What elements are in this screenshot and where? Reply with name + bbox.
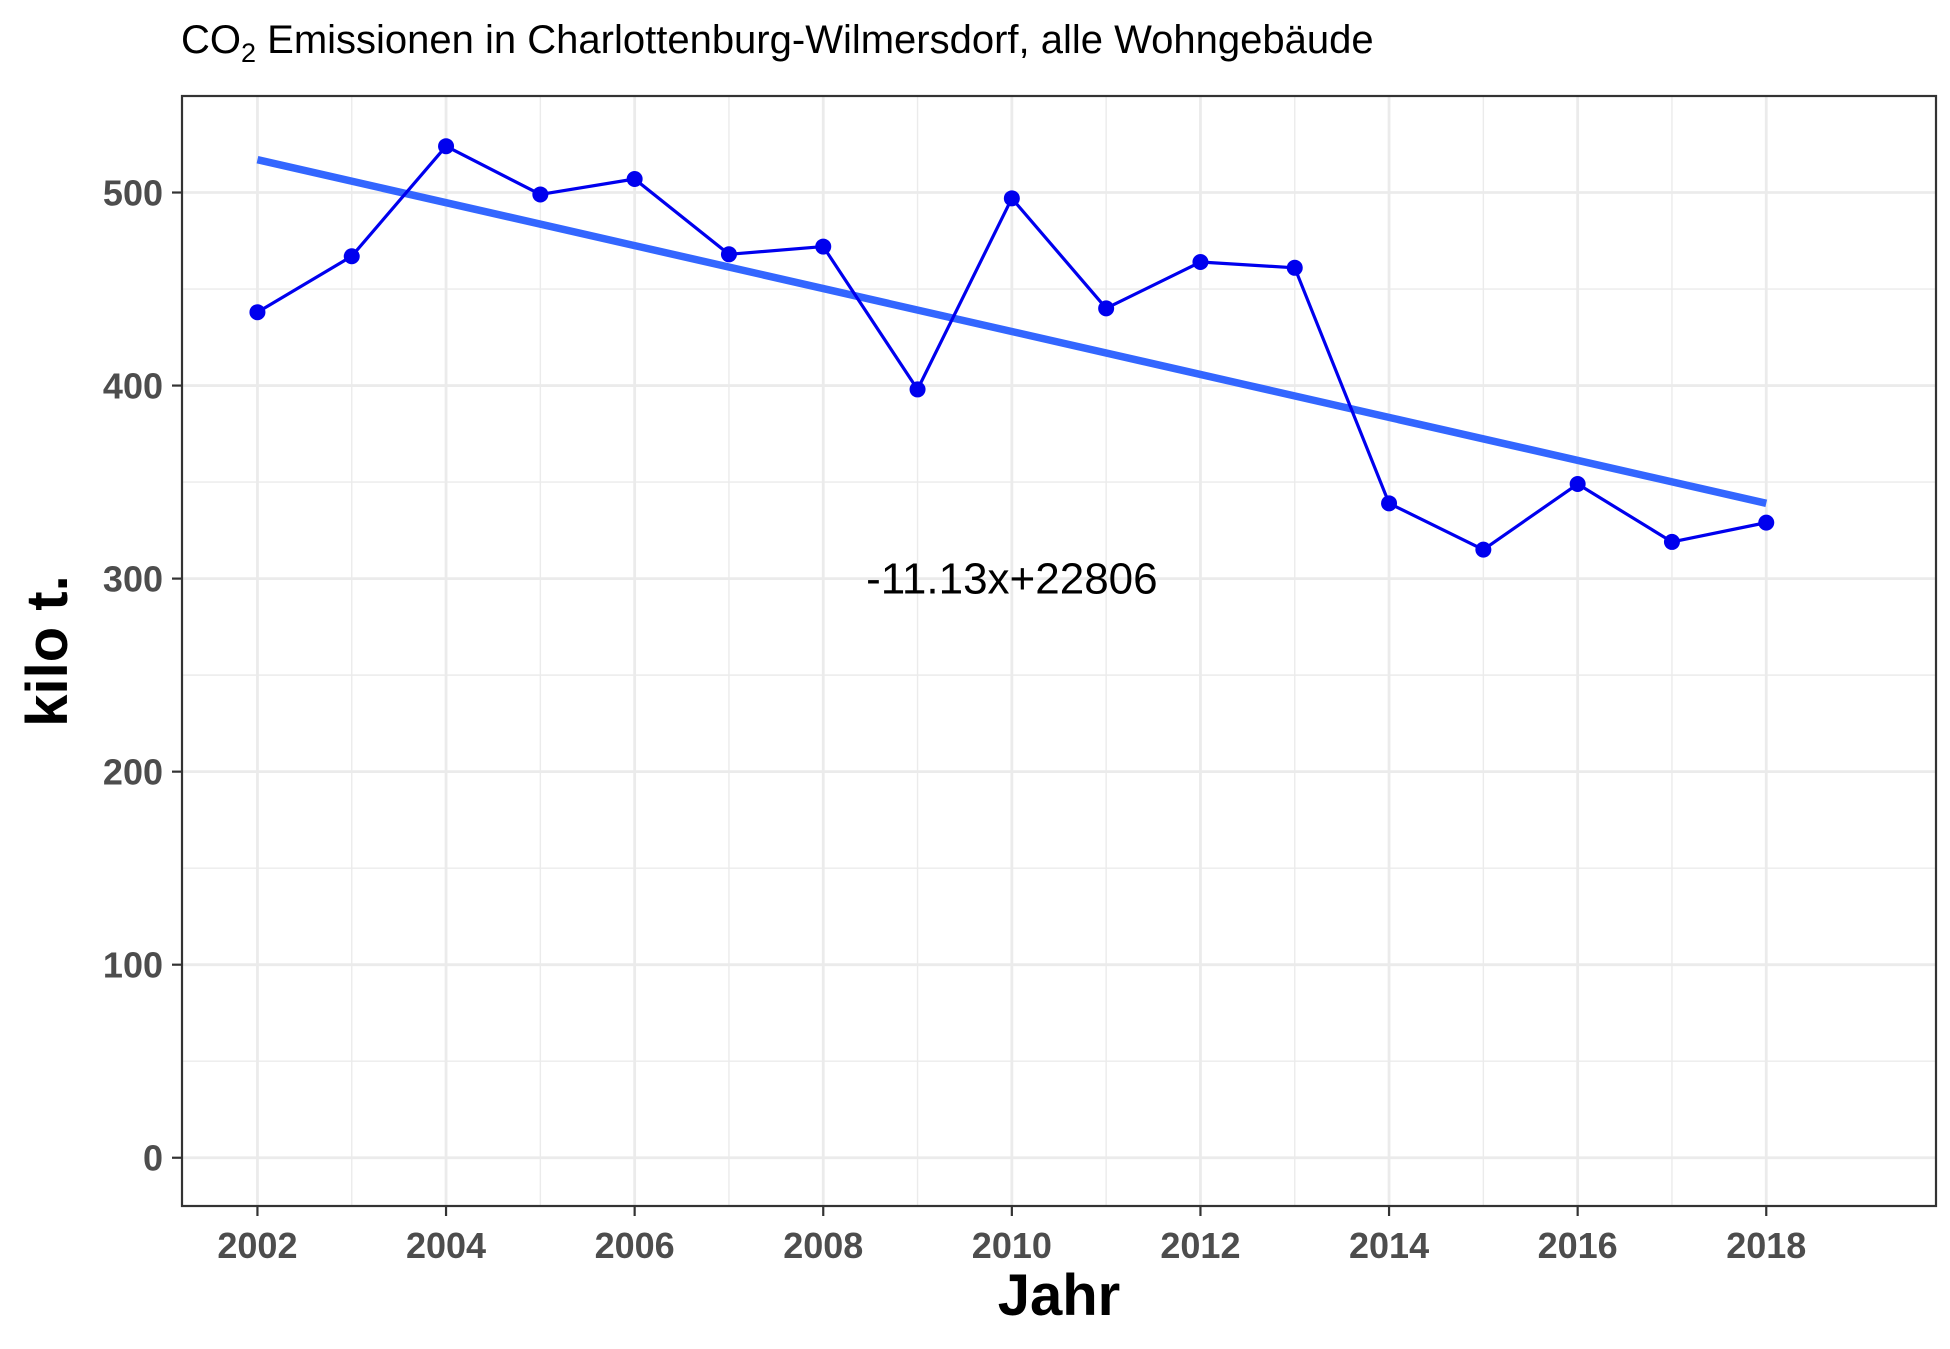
y-tick-label: 200 (103, 752, 163, 793)
regression-equation-annotation: -11.13x+22806 (866, 555, 1158, 604)
data-point (815, 238, 832, 255)
plot-panel (182, 96, 1936, 1206)
title-subscript: 2 (241, 38, 256, 68)
x-tick-label: 2002 (217, 1225, 297, 1266)
data-point (1098, 300, 1115, 317)
trendline-group (256, 156, 1768, 507)
title-prefix: CO (181, 18, 241, 62)
x-tick-label: 2016 (1538, 1225, 1618, 1266)
y-axis-title: kilo t. (15, 575, 80, 726)
y-tick-label: 500 (103, 173, 163, 214)
data-point (1192, 254, 1209, 271)
data-point (532, 186, 549, 203)
series-group (249, 138, 1775, 558)
x-tick-label: 2014 (1349, 1225, 1429, 1266)
axes: 2002 2004 2006 2008 2010 2012 2014 2016 2018 0 100… (103, 173, 1806, 1266)
x-tick-label: 2010 (972, 1225, 1052, 1266)
data-point (438, 138, 455, 155)
y-tick-label: 0 (143, 1138, 163, 1179)
x-tick-label: 2008 (783, 1225, 863, 1266)
y-tick-label: 300 (103, 559, 163, 600)
x-tick-label: 2018 (1726, 1225, 1806, 1266)
plot-border (180, 94, 1938, 1208)
x-tick-label: 2012 (1160, 1225, 1240, 1266)
data-point (1569, 476, 1586, 493)
data-point (343, 248, 360, 265)
data-point (1286, 259, 1303, 276)
x-tick-label: 2006 (595, 1225, 675, 1266)
data-point (1475, 541, 1492, 558)
chart-title: CO2 Emissionen in Charlottenburg-Wilmers… (181, 18, 1374, 68)
trendline (256, 156, 1768, 507)
y-tick-label: 100 (103, 945, 163, 986)
data-point (1003, 190, 1020, 207)
x-tick-label: 2004 (406, 1225, 486, 1266)
data-point (1663, 533, 1680, 550)
y-tick-label: 400 (103, 366, 163, 407)
title-rest: Emissionen in Charlottenburg-Wilmersdorf… (256, 18, 1374, 62)
grid-lines (182, 96, 1936, 1206)
data-point (1381, 495, 1398, 512)
data-point (249, 304, 266, 321)
data-point (1758, 514, 1775, 531)
data-point (909, 381, 926, 398)
x-axis-title: Jahr (998, 1263, 1121, 1328)
data-point (720, 246, 737, 263)
data-point (626, 171, 643, 188)
